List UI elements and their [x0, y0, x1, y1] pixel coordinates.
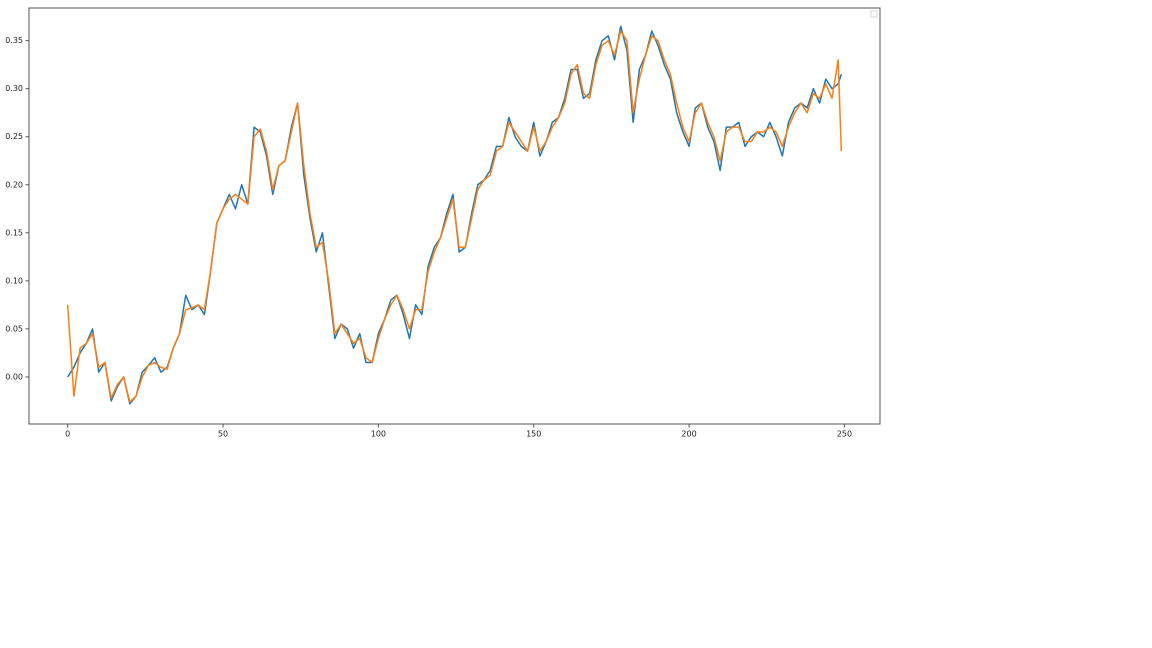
y-tick-label: 0.25 — [5, 132, 23, 141]
x-tick-label: 250 — [837, 430, 852, 439]
y-tick-label: 0.00 — [5, 372, 23, 381]
legend-box — [870, 10, 878, 18]
y-tick-label: 0.10 — [5, 276, 23, 285]
y-tick-label: 0.35 — [5, 36, 23, 45]
y-tick-label: 0.15 — [5, 228, 23, 237]
x-tick-label: 50 — [218, 430, 228, 439]
series-line — [66, 30, 843, 403]
y-tick-label: 0.20 — [5, 180, 23, 189]
x-tick-label: 200 — [681, 430, 696, 439]
y-tick-label: 0.05 — [5, 324, 23, 333]
y-tick-label: 0.30 — [5, 84, 23, 93]
x-tick-label: 100 — [371, 430, 386, 439]
x-tick-label: 150 — [526, 430, 541, 439]
axes-frame — [28, 7, 881, 425]
x-tick-label: 0 — [65, 430, 70, 439]
